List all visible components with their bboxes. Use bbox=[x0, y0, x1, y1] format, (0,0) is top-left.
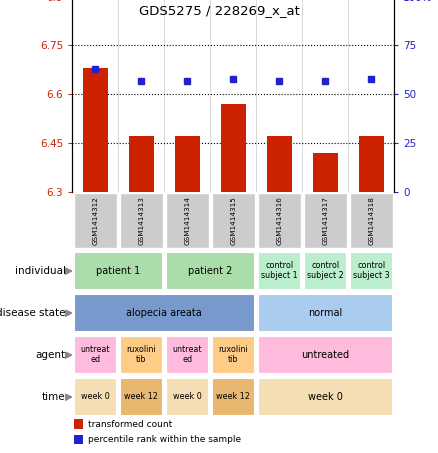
Text: week 12: week 12 bbox=[216, 392, 250, 401]
Text: GSM1414313: GSM1414313 bbox=[138, 196, 144, 245]
Bar bbox=[212, 193, 255, 248]
Text: individual: individual bbox=[15, 266, 66, 276]
Bar bbox=[267, 136, 292, 192]
Text: ruxolini
tib: ruxolini tib bbox=[219, 345, 248, 364]
Bar bbox=[304, 252, 346, 289]
Text: normal: normal bbox=[308, 308, 343, 318]
Bar bbox=[74, 435, 83, 444]
Text: disease state: disease state bbox=[0, 308, 66, 318]
Bar bbox=[221, 104, 246, 192]
Bar bbox=[74, 294, 254, 331]
Text: week 0: week 0 bbox=[81, 392, 110, 401]
Text: ▶: ▶ bbox=[65, 308, 73, 318]
Bar bbox=[304, 193, 347, 248]
Bar bbox=[166, 252, 254, 289]
Bar bbox=[212, 336, 254, 373]
Text: ruxolini
tib: ruxolini tib bbox=[127, 345, 156, 364]
Bar bbox=[350, 252, 392, 289]
Bar bbox=[359, 136, 384, 192]
Bar bbox=[74, 378, 117, 415]
Text: week 0: week 0 bbox=[173, 392, 201, 401]
Text: GSM1414318: GSM1414318 bbox=[368, 196, 374, 245]
Text: week 12: week 12 bbox=[124, 392, 158, 401]
Bar bbox=[350, 193, 393, 248]
Text: GSM1414315: GSM1414315 bbox=[230, 196, 236, 245]
Text: week 0: week 0 bbox=[308, 392, 343, 402]
Text: GDS5275 / 228269_x_at: GDS5275 / 228269_x_at bbox=[138, 5, 300, 18]
Text: ▶: ▶ bbox=[65, 266, 73, 276]
Bar bbox=[74, 336, 117, 373]
Text: untreat
ed: untreat ed bbox=[173, 345, 202, 364]
Text: untreat
ed: untreat ed bbox=[81, 345, 110, 364]
Text: patient 1: patient 1 bbox=[96, 266, 141, 276]
Bar bbox=[166, 193, 209, 248]
Text: control
subject 2: control subject 2 bbox=[307, 261, 343, 280]
Text: ▶: ▶ bbox=[65, 350, 73, 360]
Text: time: time bbox=[42, 392, 66, 402]
Bar bbox=[258, 378, 392, 415]
Text: patient 2: patient 2 bbox=[188, 266, 233, 276]
Text: control
subject 3: control subject 3 bbox=[353, 261, 389, 280]
Bar bbox=[120, 336, 162, 373]
Bar bbox=[129, 136, 154, 192]
Text: untreated: untreated bbox=[301, 350, 349, 360]
Bar bbox=[166, 378, 208, 415]
Bar bbox=[175, 136, 200, 192]
Bar bbox=[74, 193, 117, 248]
Text: GSM1414312: GSM1414312 bbox=[92, 196, 98, 245]
Text: agent: agent bbox=[35, 350, 66, 360]
Bar bbox=[212, 378, 254, 415]
Bar bbox=[83, 68, 108, 192]
Bar bbox=[74, 252, 162, 289]
Bar bbox=[74, 419, 83, 429]
Bar bbox=[120, 193, 163, 248]
Text: control
subject 1: control subject 1 bbox=[261, 261, 297, 280]
Text: ▶: ▶ bbox=[65, 392, 73, 402]
Bar bbox=[258, 336, 392, 373]
Text: GSM1414316: GSM1414316 bbox=[276, 196, 282, 245]
Text: transformed count: transformed count bbox=[88, 419, 173, 429]
Bar bbox=[166, 336, 208, 373]
Bar bbox=[258, 294, 392, 331]
Text: GSM1414317: GSM1414317 bbox=[322, 196, 328, 245]
Bar bbox=[120, 378, 162, 415]
Text: percentile rank within the sample: percentile rank within the sample bbox=[88, 435, 241, 444]
Text: alopecia areata: alopecia areata bbox=[127, 308, 202, 318]
Bar bbox=[258, 252, 300, 289]
Bar bbox=[313, 153, 338, 192]
Bar bbox=[258, 193, 301, 248]
Text: GSM1414314: GSM1414314 bbox=[184, 196, 190, 245]
